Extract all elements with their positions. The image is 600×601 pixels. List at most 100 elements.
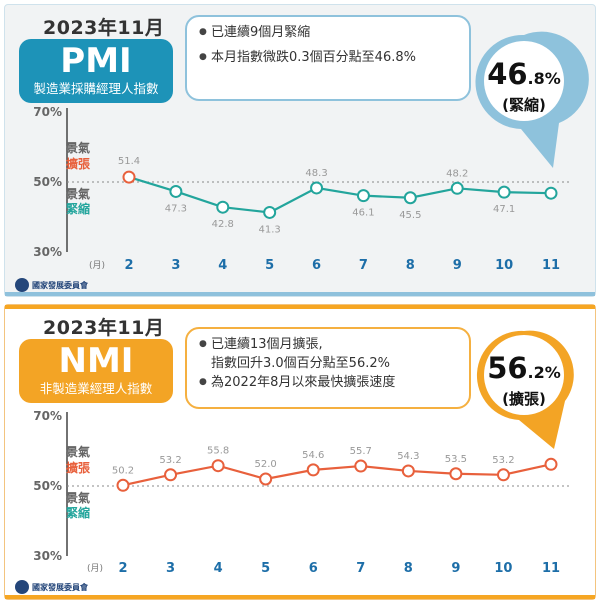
data-label: 53.2 <box>159 455 181 466</box>
expansion-label: 景氣 <box>66 140 90 155</box>
x-tick-label: 3 <box>166 561 175 576</box>
series-line <box>128 176 552 214</box>
y-tick-label: 70% <box>33 409 62 423</box>
data-point <box>450 181 464 195</box>
data-point <box>116 478 130 492</box>
index-name: NMI <box>58 341 134 381</box>
data-point <box>122 170 136 184</box>
data-point <box>216 200 230 214</box>
x-tick-label: 3 <box>171 258 180 273</box>
data-label: 50.2 <box>112 465 134 476</box>
data-point <box>211 459 225 473</box>
ndc-logo: 國家發展委員會 <box>15 579 88 595</box>
notes-box: 已連續9個月緊縮 本月指數微跌0.3個百分點至46.8% <box>185 15 471 101</box>
y-tick-label: 30% <box>33 549 62 563</box>
x-tick-label: 4 <box>218 258 227 273</box>
panel-bottom-stripe <box>5 292 595 296</box>
x-tick-label: 10 <box>495 258 513 273</box>
y-tick-label: 70% <box>33 105 62 119</box>
x-tick-label: 6 <box>312 258 321 273</box>
x-tick-label: 5 <box>261 561 270 576</box>
data-point <box>354 459 368 473</box>
callout-status: (擴張) <box>502 390 546 408</box>
data-point <box>449 467 463 481</box>
note-item: 為2022年8月以來最快擴張速度 <box>199 373 457 392</box>
callout-bubble <box>475 31 589 168</box>
data-label: 47.1 <box>493 204 515 215</box>
data-point <box>496 468 510 482</box>
series-line <box>122 463 552 487</box>
x-tick-label: 5 <box>265 258 274 273</box>
ndc-logo-icon <box>15 580 29 594</box>
note-item: 已連續13個月擴張, <box>199 335 457 354</box>
note-item: 已連續9個月緊縮 <box>199 23 457 42</box>
data-label: 48.3 <box>305 168 327 179</box>
data-label: 47.3 <box>165 203 187 214</box>
expansion-label: 擴張 <box>66 460 91 475</box>
ndc-logo-icon <box>15 278 29 292</box>
x-axis-unit-label: (月) <box>87 563 103 574</box>
data-point <box>164 468 178 482</box>
x-tick-label: 10 <box>494 561 512 576</box>
x-tick-label: 9 <box>451 561 460 576</box>
period-title: 2023年11月 <box>43 317 165 339</box>
x-tick-label: 8 <box>406 258 415 273</box>
data-label: 46.1 <box>352 208 374 219</box>
y-tick-label: 50% <box>33 479 62 493</box>
data-point <box>356 189 370 203</box>
pmi-panel: 2023年11月 PMI 製造業採購經理人指數 已連續9個月緊縮 本月指數微跌0… <box>4 4 596 297</box>
data-label: 55.8 <box>207 446 229 457</box>
x-tick-label: 4 <box>214 561 223 576</box>
x-tick-label: 7 <box>356 561 365 576</box>
period-title: 2023年11月 <box>43 17 165 39</box>
index-fullname: 非製造業經理人指數 <box>39 381 153 396</box>
data-point <box>497 185 511 199</box>
y-tick-label: 50% <box>33 175 62 189</box>
callout-value: 56.2% (擴張) <box>474 351 574 408</box>
contraction-label: 緊縮 <box>66 201 90 216</box>
data-label: 54.6 <box>302 450 324 461</box>
data-point <box>401 464 415 478</box>
data-label: 52.0 <box>255 459 277 470</box>
data-point <box>544 186 558 200</box>
expansion-label: 擴張 <box>66 156 91 171</box>
contraction-label: 景氣 <box>66 186 90 201</box>
data-label: 42.8 <box>212 219 234 230</box>
y-tick-label: 30% <box>33 245 62 259</box>
data-label: 51.4 <box>118 156 140 167</box>
x-tick-label: 11 <box>542 561 560 576</box>
index-tag: NMI 非製造業經理人指數 <box>19 339 173 403</box>
x-tick-label: 8 <box>404 561 413 576</box>
data-point <box>403 191 417 205</box>
nmi-panel: 2023年11月 NMI 非製造業經理人指數 已連續13個月擴張, 指數回升3.… <box>4 304 596 600</box>
data-point <box>306 463 320 477</box>
data-label: 45.5 <box>399 210 421 221</box>
callout-bubble <box>476 330 574 449</box>
data-point <box>259 472 273 486</box>
data-label: 53.2 <box>492 455 514 466</box>
data-label: 53.5 <box>445 454 467 465</box>
contraction-label: 緊縮 <box>66 505 90 520</box>
callout-value: 46.8% (緊縮) <box>474 57 574 114</box>
ndc-logo: 國家發展委員會 <box>15 277 88 293</box>
x-tick-label: 2 <box>124 258 133 273</box>
x-tick-label: 6 <box>309 561 318 576</box>
x-tick-label: 7 <box>359 258 368 273</box>
data-point <box>544 457 558 471</box>
expansion-label: 景氣 <box>66 444 90 459</box>
contraction-label: 景氣 <box>66 490 90 505</box>
notes-box: 已連續13個月擴張, 指數回升3.0個百分點至56.2% 為2022年8月以來最… <box>185 327 471 409</box>
data-label: 54.3 <box>397 451 419 462</box>
index-tag: PMI 製造業採購經理人指數 <box>19 39 173 103</box>
data-point <box>169 184 183 198</box>
data-label: 41.3 <box>259 224 281 235</box>
x-tick-label: 2 <box>118 561 127 576</box>
callout-status: (緊縮) <box>502 96 546 114</box>
note-item: 本月指數微跌0.3個百分點至46.8% <box>199 48 457 67</box>
x-tick-label: 11 <box>542 258 560 273</box>
x-axis-unit-label: (月) <box>89 260 105 271</box>
index-fullname: 製造業採購經理人指數 <box>33 81 159 96</box>
panel-bottom-stripe <box>5 595 595 599</box>
